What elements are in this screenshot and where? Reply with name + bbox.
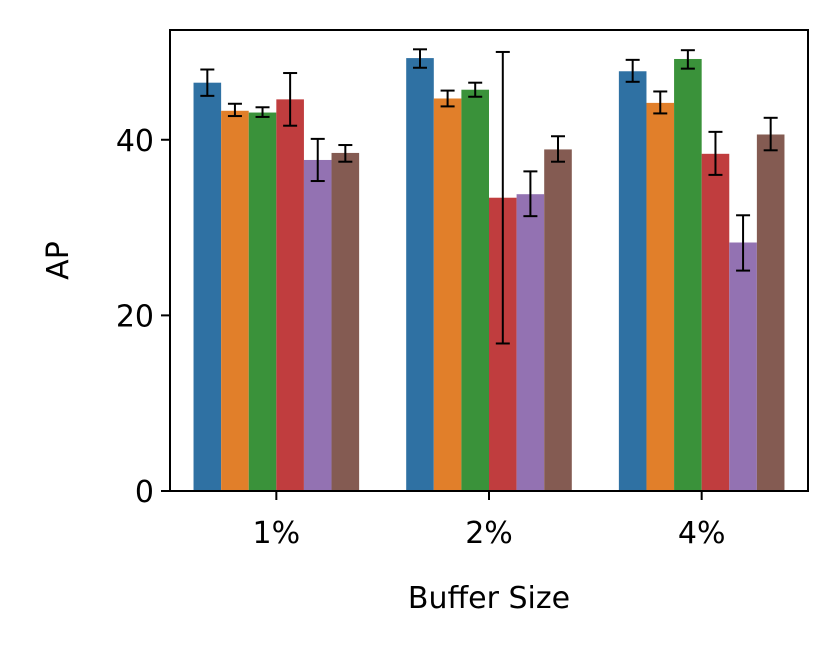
error-bars-layer: [200, 48, 778, 345]
bar-3-3: [674, 58, 702, 491]
x-tick-label-3: 4%: [678, 516, 726, 551]
error-bar-6-1: [338, 144, 353, 163]
x-axis: 1% 2% 4%: [253, 491, 726, 551]
error-bar-3-1: [255, 106, 270, 118]
error-bar-4-2: [495, 50, 510, 345]
bar-5-3: [729, 242, 757, 491]
error-bar-2-3: [653, 90, 668, 115]
bar-6-1: [331, 152, 360, 491]
error-bar-5-2: [523, 170, 538, 218]
y-axis-label: AP: [41, 241, 76, 280]
bar-1-2: [406, 58, 434, 491]
y-tick-label-0: 0: [135, 475, 154, 510]
error-bar-4-1: [283, 72, 298, 127]
bar-2-3: [646, 102, 675, 491]
bar-6-3: [756, 134, 785, 492]
bar-2-2: [433, 98, 462, 492]
bar-4-3: [701, 153, 730, 491]
error-bar-5-3: [736, 214, 751, 272]
bar-3-2: [461, 89, 489, 492]
x-axis-label: Buffer Size: [408, 581, 570, 616]
x-tick-label-1: 1%: [253, 516, 301, 551]
bar-5-1: [303, 159, 332, 491]
bar-6-2: [544, 149, 572, 492]
error-bar-3-2: [468, 81, 483, 98]
error-bar-1-1: [200, 68, 215, 97]
bar-1-1: [193, 82, 222, 491]
error-bar-4-3: [708, 130, 723, 176]
bar-2-1: [221, 110, 249, 491]
bar-5-2: [516, 194, 545, 491]
bar-3-1: [248, 112, 277, 491]
y-tick-label-20: 20: [116, 299, 154, 334]
y-axis: 0 20 40: [116, 124, 170, 510]
bar-1-3: [618, 71, 647, 492]
bar-4-1: [276, 99, 304, 492]
error-bar-5-1: [310, 137, 325, 183]
error-bar-6-3: [763, 116, 778, 152]
y-tick-label-40: 40: [116, 124, 154, 159]
error-bar-6-2: [551, 135, 565, 163]
error-bar-1-3: [625, 58, 640, 83]
bars-layer: [193, 58, 785, 492]
error-bar-1-2: [413, 48, 427, 69]
x-tick-label-2: 2%: [465, 516, 513, 551]
error-bar-2-2: [440, 89, 455, 108]
error-bar-2-1: [227, 102, 242, 118]
error-bar-3-3: [680, 49, 695, 70]
